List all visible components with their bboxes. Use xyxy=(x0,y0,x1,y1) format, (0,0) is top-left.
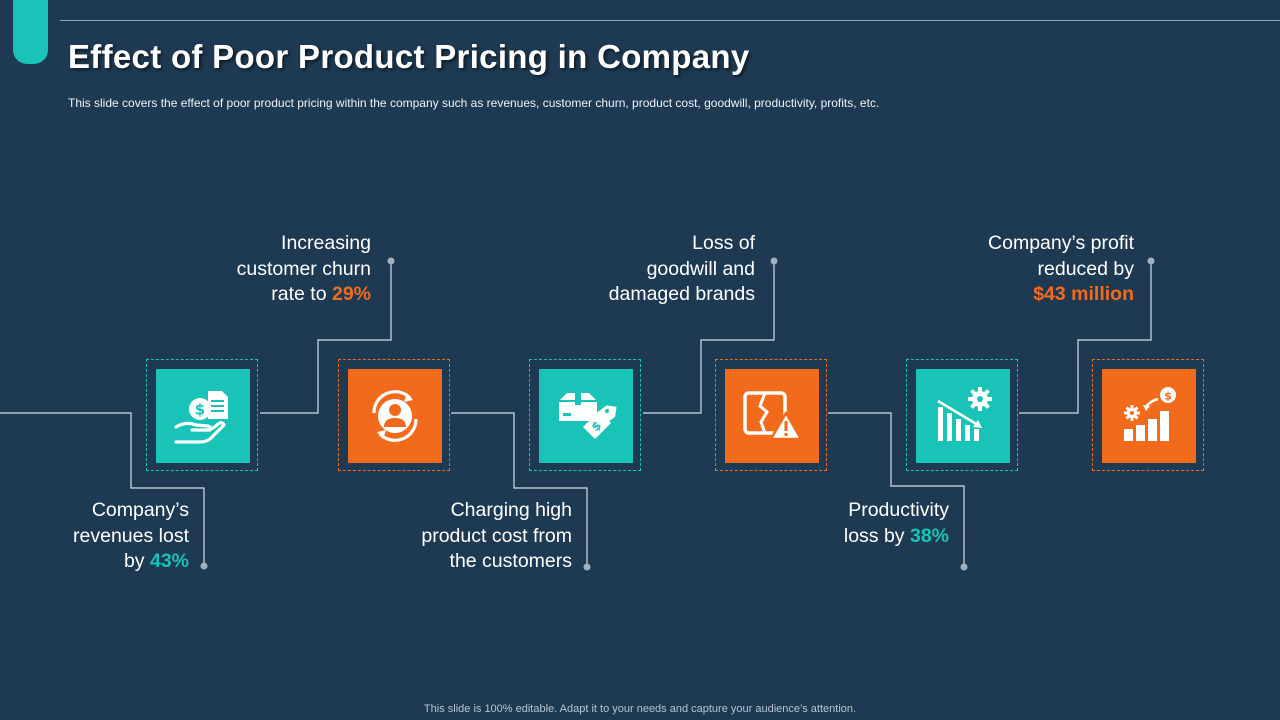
package-price-tag-icon: $ xyxy=(559,393,617,439)
money-hand-icon: $ xyxy=(174,391,228,444)
item-5-line-1: Productivity xyxy=(848,499,949,521)
profit-growth-icon: $ xyxy=(1124,387,1176,441)
item-3-label: Charging high product cost from the cust… xyxy=(332,498,572,575)
item-2-highlight: 29% xyxy=(331,283,371,305)
step-4-frame xyxy=(715,359,827,471)
step-3-frame: $ xyxy=(529,359,641,471)
item-3-line-2: product cost from xyxy=(421,524,572,547)
step-6-frame: $ xyxy=(1092,359,1204,471)
step-5-tile xyxy=(916,369,1010,463)
svg-text:$: $ xyxy=(195,401,205,419)
item-6-line-1: Company’s profit xyxy=(988,232,1134,254)
item-1-line-3: by 43% xyxy=(123,550,189,572)
item-4-line-1: Loss of xyxy=(692,232,755,254)
item-3-line-3: the customers xyxy=(449,550,572,572)
item-4-line-3: damaged brands xyxy=(608,283,755,305)
item-1-line-1: Company’s xyxy=(91,499,189,521)
item-4-line-2: goodwill and xyxy=(646,257,755,280)
item-6-label: Company’s profit reduced by $43 million xyxy=(894,231,1134,308)
item-2-line-3: rate to 29% xyxy=(271,283,371,305)
broken-brand-warning-icon xyxy=(743,391,803,441)
item-5-label: Productivity loss by 38% xyxy=(709,498,949,549)
footer-note: This slide is 100% editable. Adapt it to… xyxy=(423,703,857,715)
item-1-line-2: revenues lost xyxy=(73,524,189,547)
step-3-tile: $ xyxy=(539,369,633,463)
item-2-label: Increasing customer churn rate to 29% xyxy=(131,231,371,308)
step-2-frame xyxy=(338,359,450,471)
item-1-highlight: 43% xyxy=(149,550,189,572)
accent-tab xyxy=(13,0,48,64)
step-1-frame: $ xyxy=(146,359,258,471)
step-1-tile: $ xyxy=(156,369,250,463)
item-6-line-2: reduced by xyxy=(1037,257,1134,280)
svg-text:$: $ xyxy=(1164,390,1172,403)
step-5-frame xyxy=(906,359,1018,471)
step-6-tile: $ xyxy=(1102,369,1196,463)
item-2-line-1: Increasing xyxy=(281,232,371,254)
item-6-highlight: $43 million xyxy=(1033,283,1134,305)
item-5-line-2: loss by 38% xyxy=(843,524,949,547)
page-title: Effect of Poor Product Pricing in Compan… xyxy=(68,38,750,75)
item-5-highlight: 38% xyxy=(909,524,949,547)
customer-churn-icon xyxy=(372,390,418,442)
item-3-line-1: Charging high xyxy=(450,499,572,521)
header-rule xyxy=(60,20,1280,21)
page-subtitle: This slide covers the effect of poor pro… xyxy=(68,96,880,110)
declining-chart-gear-icon xyxy=(937,387,992,441)
item-1-label: Company’s revenues lost by 43% xyxy=(0,498,189,575)
item-2-line-2: customer churn xyxy=(236,257,371,280)
step-2-tile xyxy=(348,369,442,463)
item-4-label: Loss of goodwill and damaged brands xyxy=(515,231,755,308)
step-4-tile xyxy=(725,369,819,463)
